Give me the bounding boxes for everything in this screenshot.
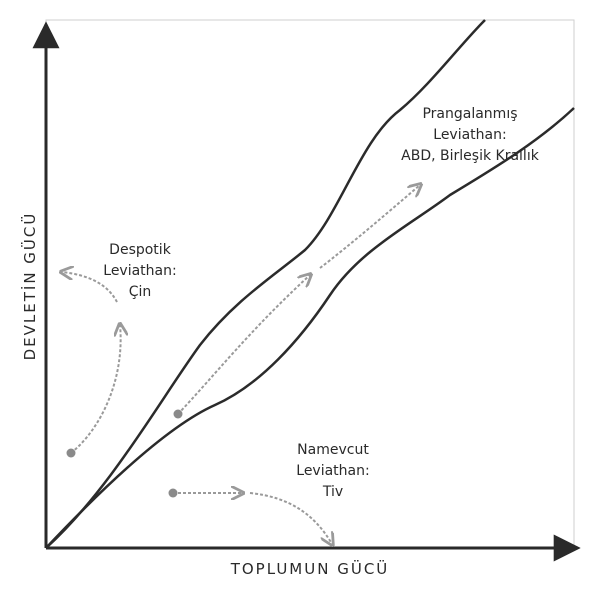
absent-label-line-1: Namevcut	[297, 442, 369, 458]
y-axis-label: DEVLETİN GÜCÜ	[21, 211, 39, 361]
upper-boundary-curve	[45, 19, 486, 549]
shackled-label-line-2: Leviathan:	[433, 127, 507, 143]
x-axis-label: TOPLUMUN GÜCÜ	[230, 560, 390, 578]
shackled-leviathan-label: Prangalanmış Leviathan: ABD, Birleşik Kr…	[380, 104, 560, 167]
shackled-start-point	[173, 409, 183, 419]
despotic-label-line-3: Çin	[128, 284, 152, 300]
shackled-trajectory-arrow	[177, 275, 310, 415]
despotic-trajectory-arrow	[70, 325, 121, 454]
shackled-label-line-1: Prangalanmış	[422, 106, 518, 122]
absent-label-line-3: Tiv	[322, 484, 344, 500]
shackled-trajectory-arrow-upper	[319, 185, 420, 269]
despotic-trajectory-arrow-upper	[62, 272, 118, 303]
lower-boundary-curve	[45, 107, 575, 549]
despotic-label-line-2: Leviathan:	[103, 263, 177, 279]
absent-label-line-2: Leviathan:	[296, 463, 370, 479]
absent-leviathan-label: Namevcut Leviathan: Tiv	[278, 440, 388, 503]
despotic-label-line-1: Despotik	[109, 242, 171, 258]
despotic-start-point	[66, 448, 76, 458]
despotic-leviathan-label: Despotik Leviathan: Çin	[85, 240, 195, 303]
absent-start-point	[168, 488, 178, 498]
shackled-label-line-3: ABD, Birleşik Krallık	[401, 148, 539, 164]
absent-trajectory-arrow-lower	[249, 492, 332, 544]
